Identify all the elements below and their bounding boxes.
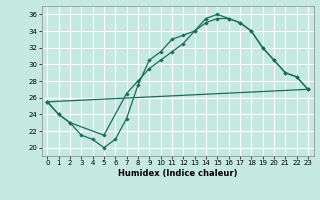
X-axis label: Humidex (Indice chaleur): Humidex (Indice chaleur) [118, 169, 237, 178]
